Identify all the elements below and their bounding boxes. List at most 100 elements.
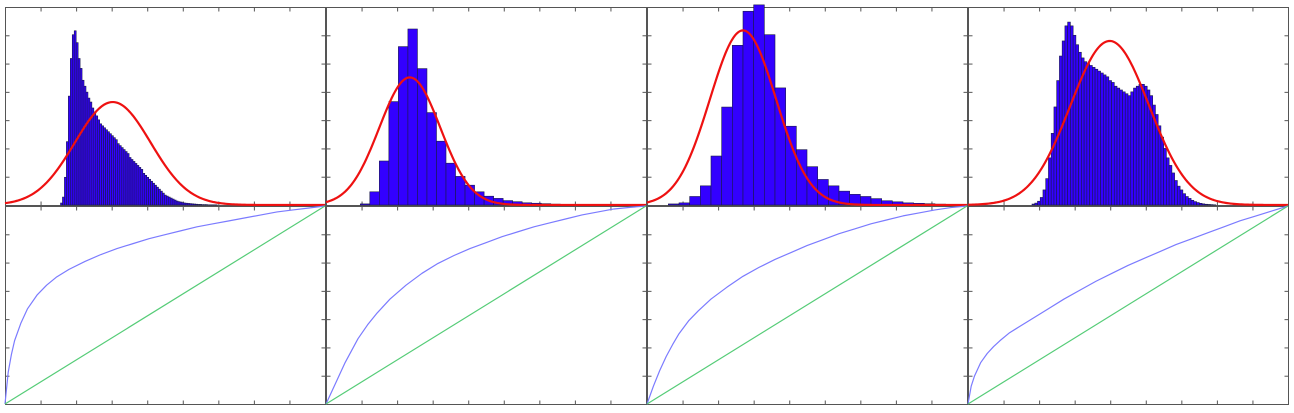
histogram-bar bbox=[1075, 44, 1079, 206]
axes-frame bbox=[5, 206, 326, 405]
histogram-bar bbox=[678, 202, 690, 206]
histogram-bar bbox=[1078, 51, 1082, 206]
diagonal-line bbox=[646, 205, 968, 405]
histogram-bar bbox=[1083, 61, 1088, 206]
axes-frame bbox=[5, 7, 326, 206]
histogram-bar bbox=[1031, 203, 1036, 206]
histogram-bar bbox=[1199, 203, 1203, 206]
histogram-bar bbox=[1116, 87, 1121, 206]
histogram-bar bbox=[764, 34, 776, 206]
histogram-bar bbox=[1111, 82, 1115, 206]
histogram-bar bbox=[1124, 93, 1129, 206]
histogram-panel-3 bbox=[646, 4, 968, 207]
histogram-bar bbox=[436, 140, 447, 206]
histogram-bar bbox=[1174, 180, 1178, 206]
histogram-bar bbox=[1072, 34, 1077, 206]
histogram-bar bbox=[1196, 202, 1200, 206]
histogram-bar bbox=[1144, 85, 1148, 206]
normal-fit-curve bbox=[325, 76, 646, 207]
axes-frame bbox=[326, 7, 647, 206]
histogram-bar bbox=[668, 203, 680, 206]
histogram-panel-1 bbox=[4, 7, 326, 207]
histogram-bar bbox=[700, 185, 712, 206]
normal-fit-curve bbox=[646, 29, 967, 207]
histogram-bar bbox=[1092, 67, 1096, 206]
diagonal-line bbox=[967, 205, 1289, 405]
histogram-bar bbox=[753, 4, 765, 206]
histogram-bar bbox=[1103, 74, 1107, 206]
cumulative-curve bbox=[325, 205, 647, 405]
histogram-bar bbox=[1070, 25, 1074, 206]
histogram-bar bbox=[1160, 136, 1164, 206]
histogram-bar bbox=[1039, 197, 1044, 206]
diagonal-line bbox=[325, 205, 647, 405]
cumulative-panel-2 bbox=[325, 205, 647, 405]
histogram-bar bbox=[1138, 84, 1143, 206]
axes-frame bbox=[968, 206, 1289, 405]
histogram-bar bbox=[1127, 95, 1132, 206]
histogram-bar bbox=[1034, 202, 1038, 206]
histogram-bar bbox=[1119, 89, 1123, 206]
histogram-bar bbox=[721, 106, 733, 206]
histogram-bar bbox=[1042, 189, 1047, 206]
histogram-bar bbox=[1166, 157, 1170, 206]
histogram-panel-2 bbox=[325, 7, 647, 207]
cumulative-panel-1 bbox=[4, 205, 326, 405]
histogram-bar bbox=[1113, 85, 1118, 206]
normal-fit-curve bbox=[967, 39, 1288, 207]
diagonal-line bbox=[4, 205, 326, 405]
histogram-bar bbox=[742, 10, 754, 206]
histogram-panel-4 bbox=[967, 7, 1289, 207]
histogram-bar bbox=[710, 155, 722, 206]
axes-frame bbox=[647, 206, 968, 405]
histogram-bar bbox=[1207, 204, 1211, 206]
histogram-bar bbox=[774, 87, 786, 206]
histogram-bar bbox=[1105, 76, 1110, 206]
histogram-bar bbox=[426, 112, 437, 206]
histogram-bar bbox=[1133, 87, 1137, 206]
cumulative-panel-4 bbox=[967, 205, 1289, 405]
histogram-bar bbox=[1182, 193, 1186, 206]
histogram-bar bbox=[1179, 189, 1184, 206]
histogram-bar bbox=[398, 46, 409, 206]
histogram-bar bbox=[1193, 201, 1197, 206]
cumulative-curve bbox=[4, 205, 326, 405]
cumulative-curve bbox=[646, 205, 968, 405]
histogram-bar bbox=[1037, 200, 1041, 206]
histogram-bar bbox=[1056, 80, 1060, 206]
histogram-bar bbox=[388, 101, 399, 206]
histogram-bar bbox=[1188, 198, 1192, 206]
histogram-bar bbox=[1163, 148, 1167, 206]
histogram-bar bbox=[1177, 185, 1181, 206]
histogram-bar bbox=[1122, 91, 1126, 206]
histogram-bar bbox=[1089, 65, 1093, 206]
histogram-bar bbox=[785, 125, 797, 206]
histogram-bar bbox=[1097, 70, 1101, 206]
histogram-bar bbox=[369, 191, 380, 206]
histogram-bar bbox=[732, 45, 744, 206]
histogram-bar bbox=[1086, 63, 1090, 206]
histogram-bar bbox=[1190, 199, 1195, 206]
histogram-bar bbox=[1135, 85, 1140, 206]
histogram-bar bbox=[1141, 84, 1145, 206]
histogram-bar bbox=[379, 160, 390, 206]
histogram-bar bbox=[1094, 68, 1099, 206]
histogram-bar bbox=[455, 176, 466, 206]
histogram-bar bbox=[1168, 165, 1173, 206]
histogram-bar bbox=[689, 196, 701, 206]
histogram-bar bbox=[1053, 106, 1057, 206]
histogram-bar bbox=[1130, 91, 1134, 206]
histogram-bar bbox=[1204, 203, 1208, 206]
histogram-bar bbox=[1108, 80, 1112, 206]
histogram-bar bbox=[445, 162, 456, 206]
histogram-bar bbox=[1201, 203, 1206, 206]
histogram-bar bbox=[1157, 125, 1162, 206]
histogram-bar bbox=[407, 28, 418, 206]
histogram-bar bbox=[1045, 178, 1049, 206]
histogram-bar bbox=[1185, 196, 1189, 206]
normal-fit-curve bbox=[4, 100, 325, 207]
histogram-bar bbox=[1171, 172, 1175, 206]
histogram-bar bbox=[1048, 157, 1052, 206]
axes-frame bbox=[326, 206, 647, 405]
